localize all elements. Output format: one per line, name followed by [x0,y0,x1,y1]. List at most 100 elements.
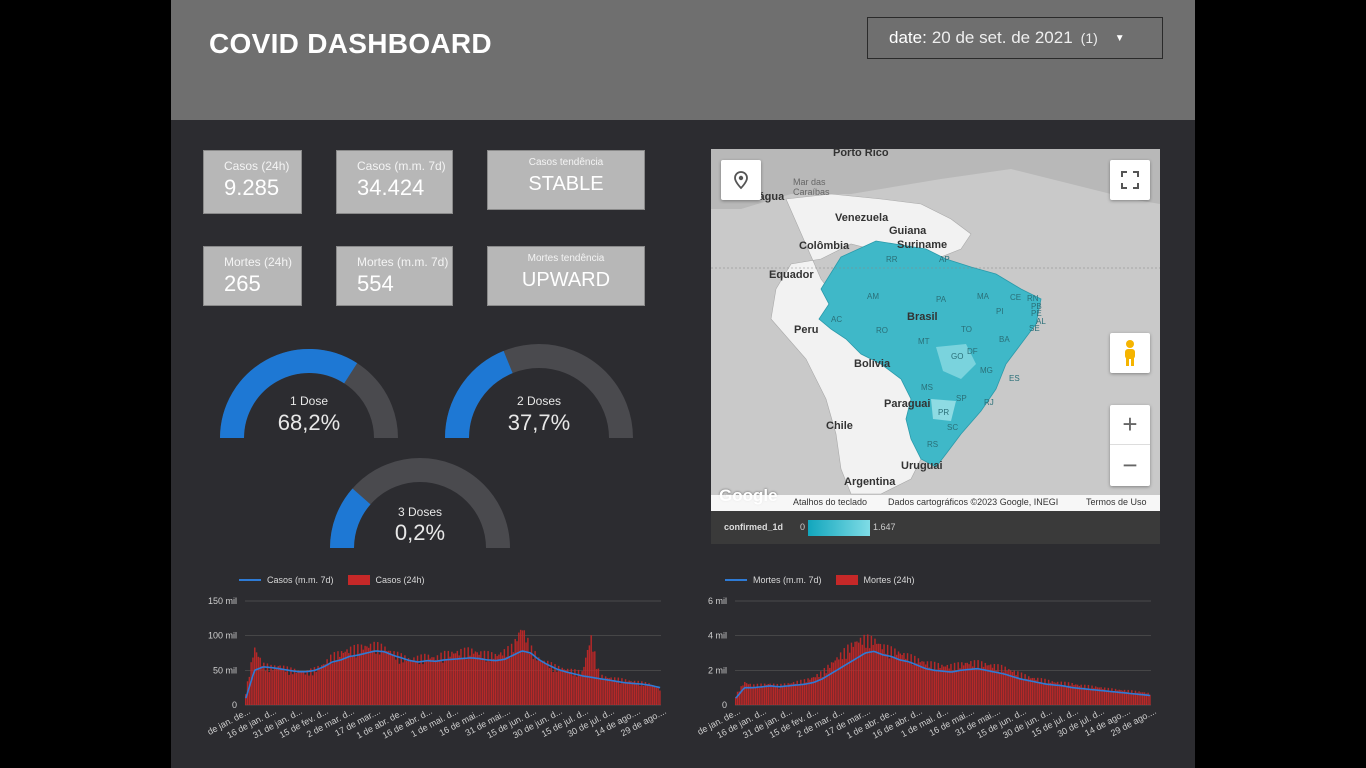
bar [389,650,392,705]
legend-line-swatch [725,579,747,581]
bar [1046,683,1048,705]
gauge-label: 2 Doses [516,394,562,408]
bar [861,644,864,705]
state-label: ES [1009,374,1020,383]
bar [281,668,283,705]
bar [367,647,370,705]
bar [1118,689,1120,705]
bar [331,663,334,705]
bar [1131,690,1133,705]
bar [745,683,748,705]
bar [498,654,500,705]
bar [583,666,585,705]
bar [1089,688,1091,705]
bar [776,683,779,705]
chevron-down-icon[interactable]: ▼ [1114,32,1125,44]
bar [749,683,751,705]
bar [501,655,504,705]
gauge-1-dose: 1 Dose 68,2% [201,330,417,442]
bar [1125,691,1128,705]
bar [959,668,961,705]
bar [1004,666,1006,705]
bar [547,660,549,705]
bar [892,656,894,705]
map-color-legend: confirmed_1d 0 1.647 [711,511,1160,544]
bar [443,650,446,705]
bar [641,681,643,705]
bar [288,674,290,705]
date-filter-count: (1) [1080,30,1098,46]
bar [832,662,835,705]
state-label: SC [947,423,959,432]
pegman-icon[interactable] [1110,333,1150,373]
bar [490,652,493,705]
bar [245,694,247,705]
bar [754,687,757,705]
date-filter-dropdown[interactable]: date: 20 de set. de 2021 (1) ▼ [867,17,1163,59]
zoom-out-icon[interactable]: − [1122,449,1138,480]
legend-series-bar: Mortes (24h) [863,575,915,585]
bar [859,637,862,705]
bar [886,644,889,705]
bar [301,672,303,705]
bar [823,667,826,705]
bar [572,675,574,705]
label-suriname: Suriname [897,239,948,251]
bar [358,653,361,705]
map-canvas[interactable]: Porto Rico Mar das Caraíbas Nicarágua Ve… [711,149,1160,511]
bar [763,683,766,705]
state-label: PE [1031,309,1042,318]
bar [735,696,737,705]
bar [850,642,853,705]
bar [613,677,616,705]
y-tick-label: 0 [722,700,727,710]
bar [648,683,650,705]
bar [988,665,990,705]
keyboard-shortcuts-link[interactable]: Atalhos do teclado [793,497,868,507]
bar [848,652,851,705]
bar [563,669,565,705]
bar [742,685,744,705]
bar [353,644,355,705]
state-label: DF [967,347,978,356]
legend-series-line: Mortes (m.m. 7d) [753,575,822,585]
legend-bar-swatch [835,575,858,585]
bar [357,644,359,705]
bar [263,662,265,705]
geo-map[interactable]: Porto Rico Mar das Caraíbas Nicarágua Ve… [711,149,1160,544]
state-label: BA [999,335,1010,344]
bar [990,664,992,705]
bar [933,661,936,705]
state-pr-shape [931,399,956,421]
bar [346,649,348,705]
fullscreen-icon[interactable] [1110,160,1150,200]
bar [1105,690,1108,705]
date-filter-label: date: [889,28,927,47]
bar [803,679,806,705]
y-tick-label: 150 mil [208,596,237,606]
bar [510,643,513,705]
bar [603,678,605,705]
bar [1011,671,1014,705]
zoom-in-icon[interactable]: + [1110,405,1150,445]
bar [800,679,802,705]
bar [1114,688,1117,705]
bar [791,683,793,705]
bar [617,677,620,705]
bar [1049,682,1052,705]
bar [366,646,368,705]
bar [921,661,923,705]
bar [829,667,831,705]
bar [532,659,535,705]
bar [570,668,573,705]
location-pin-icon[interactable] [721,160,761,200]
bar [751,686,753,705]
bar [462,657,464,705]
bar [425,660,428,705]
bar [440,652,442,705]
terms-link[interactable]: Termos de Uso [1086,497,1147,507]
bar [1026,678,1028,705]
gauge-label: 3 Doses [397,505,443,519]
bar [1040,678,1043,705]
bar [387,650,390,705]
